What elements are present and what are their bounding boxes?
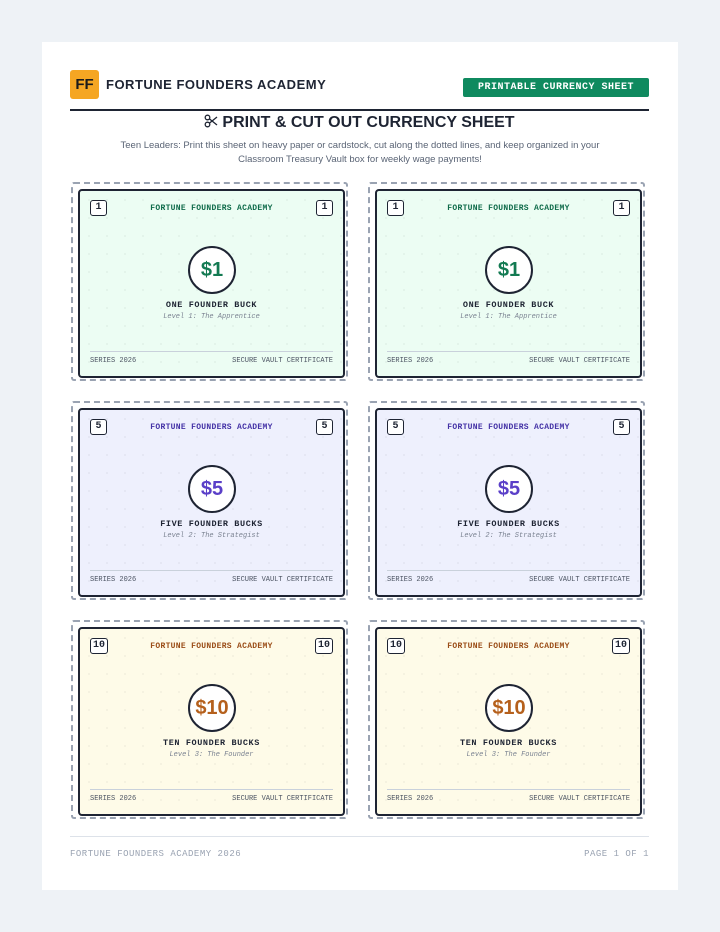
bill-series: SERIES 2026 [90, 795, 137, 803]
corner-number: 5 [90, 419, 107, 435]
bill-amount: $10 [485, 684, 533, 732]
corner-number: 10 [387, 638, 406, 654]
bill-level: Level 2: The Strategist [163, 532, 260, 540]
bill-certificate: SECURE VAULT CERTIFICATE [232, 357, 333, 365]
bill-amount: $5 [485, 465, 533, 513]
bill-level: Level 1: The Apprentice [163, 313, 260, 321]
bill-series: SERIES 2026 [387, 576, 434, 584]
bill-certificate: SECURE VAULT CERTIFICATE [529, 576, 630, 584]
bill-amount: $1 [188, 246, 236, 294]
header-title: FORTUNE FOUNDERS ACADEMY [106, 77, 327, 92]
bill-level: Level 2: The Strategist [460, 532, 557, 540]
bill-academy: FORTUNE FOUNDERS ACADEMY [447, 642, 570, 651]
cut-cell: 5 5 FORTUNE FOUNDERS ACADEMY $5 FIVE FOUNDER… [368, 401, 645, 600]
bill-name: TEN FOUNDER BUCKS [460, 738, 557, 748]
bill-academy: FORTUNE FOUNDERS ACADEMY [150, 204, 273, 213]
scissors-icon [204, 114, 218, 128]
intro-text: Teen Leaders: Print this sheet on heavy … [120, 140, 600, 165]
intro-title: PRINT & CUT OUT CURRENCY SHEET [70, 114, 649, 132]
bill-certificate: SECURE VAULT CERTIFICATE [529, 795, 630, 803]
bill: 1 1 FORTUNE FOUNDERS ACADEMY $1 ONE FOUNDER … [78, 189, 345, 378]
bill-academy: FORTUNE FOUNDERS ACADEMY [150, 423, 273, 432]
badge: PRINTABLE CURRENCY SHEET [463, 78, 649, 97]
bill-certificate: SECURE VAULT CERTIFICATE [529, 357, 630, 365]
bill-amount: $10 [188, 684, 236, 732]
bill-separator [387, 789, 630, 790]
bill-name: TEN FOUNDER BUCKS [163, 738, 260, 748]
bill-certificate: SECURE VAULT CERTIFICATE [232, 576, 333, 584]
bill-separator [90, 351, 333, 352]
bill-name: FIVE FOUNDER BUCKS [457, 519, 560, 529]
bill: 10 10 FORTUNE FOUNDERS ACADEMY $10 TEN FOUND… [78, 627, 345, 816]
cut-cell: 10 10 FORTUNE FOUNDERS ACADEMY $10 TEN FOUND… [71, 620, 348, 819]
cut-cell: 10 10 FORTUNE FOUNDERS ACADEMY $10 TEN FOUND… [368, 620, 645, 819]
corner-number: 10 [314, 638, 333, 654]
footer-left: FORTUNE FOUNDERS ACADEMY 2026 [70, 849, 242, 859]
bill-series: SERIES 2026 [90, 576, 137, 584]
bill: 5 5 FORTUNE FOUNDERS ACADEMY $5 FIVE FOUNDER… [375, 408, 642, 597]
bill-separator [387, 570, 630, 571]
corner-number: 1 [316, 200, 333, 216]
bill-name: ONE FOUNDER BUCK [165, 300, 258, 310]
intro-title-text: PRINT & CUT OUT CURRENCY SHEET [222, 114, 515, 131]
corner-number: 1 [90, 200, 107, 216]
bill-academy: FORTUNE FOUNDERS ACADEMY [447, 204, 570, 213]
bill-academy: FORTUNE FOUNDERS ACADEMY [150, 642, 273, 651]
cut-cell: 1 1 FORTUNE FOUNDERS ACADEMY $1 ONE FOUNDER … [71, 182, 348, 381]
corner-number: 1 [613, 200, 630, 216]
bill-level: Level 3: The Founder [466, 751, 551, 759]
bill-level: Level 3: The Founder [169, 751, 254, 759]
cut-cell: 5 5 FORTUNE FOUNDERS ACADEMY $5 FIVE FOUNDER… [71, 401, 348, 600]
logo: FF [70, 70, 99, 99]
bill: 10 10 FORTUNE FOUNDERS ACADEMY $10 TEN FOUND… [375, 627, 642, 816]
bill-amount: $1 [485, 246, 533, 294]
footer-right: PAGE 1 OF 1 [584, 849, 649, 859]
corner-number: 5 [387, 419, 404, 435]
cut-cell: 1 1 FORTUNE FOUNDERS ACADEMY $1 ONE FOUNDER … [368, 182, 645, 381]
corner-number: 5 [316, 419, 333, 435]
corner-number: 1 [387, 200, 404, 216]
bill-series: SERIES 2026 [387, 795, 434, 803]
bill: 1 1 FORTUNE FOUNDERS ACADEMY $1 ONE FOUNDER … [375, 189, 642, 378]
bill-separator [90, 789, 333, 790]
corner-number: 10 [90, 638, 109, 654]
bill-separator [387, 351, 630, 352]
bill-separator [90, 570, 333, 571]
bill-amount: $5 [188, 465, 236, 513]
footer-rule [70, 836, 649, 837]
bill-academy: FORTUNE FOUNDERS ACADEMY [447, 423, 570, 432]
bill-series: SERIES 2026 [90, 357, 137, 365]
bill-series: SERIES 2026 [387, 357, 434, 365]
bill-name: FIVE FOUNDER BUCKS [160, 519, 263, 529]
divider [70, 109, 649, 111]
corner-number: 10 [611, 638, 630, 654]
bill: 5 5 FORTUNE FOUNDERS ACADEMY $5 FIVE FOUNDER… [78, 408, 345, 597]
corner-number: 5 [613, 419, 630, 435]
bill-certificate: SECURE VAULT CERTIFICATE [232, 795, 333, 803]
bill-name: ONE FOUNDER BUCK [462, 300, 555, 310]
bill-level: Level 1: The Apprentice [460, 313, 557, 321]
